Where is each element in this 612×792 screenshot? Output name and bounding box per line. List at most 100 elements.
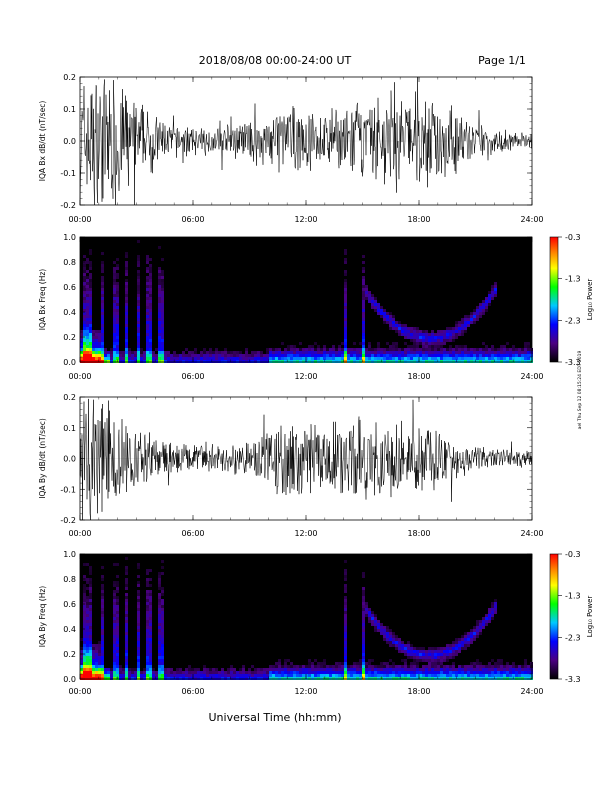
- spectrogram-cell: [374, 348, 377, 351]
- spectrogram-cell: [89, 599, 92, 602]
- spectrogram-cell: [530, 677, 533, 680]
- spectrogram-cell: [101, 312, 104, 315]
- spectrogram-cell: [170, 360, 173, 363]
- spectrogram-cell: [398, 665, 401, 668]
- spectrogram-cell: [470, 641, 473, 644]
- spectrogram-cell: [485, 351, 488, 354]
- spectrogram-cell: [494, 608, 497, 611]
- spectrogram-cell: [119, 357, 122, 360]
- spectrogram-cell: [449, 656, 452, 659]
- spectrogram-cell: [305, 665, 308, 668]
- spectrogram-cell: [86, 339, 89, 342]
- spectrogram-cell: [158, 674, 161, 677]
- spectrogram-cell: [158, 339, 161, 342]
- spectrogram-cell: [149, 351, 152, 354]
- spectrogram-cell: [161, 671, 164, 674]
- spectrogram-cell: [422, 671, 425, 674]
- spectrogram-cell: [431, 354, 434, 357]
- spectrogram-cell: [293, 345, 296, 348]
- spectrogram-cell: [275, 671, 278, 674]
- spectrogram-cell: [173, 674, 176, 677]
- spectrogram-cell: [221, 354, 224, 357]
- spectrogram-cell: [92, 342, 95, 345]
- spectrogram-cell: [476, 635, 479, 638]
- spectrogram-cell: [263, 677, 266, 680]
- spectrogram-cell: [161, 593, 164, 596]
- spectrogram-cell: [506, 665, 509, 668]
- y-tick-label: 0.1: [63, 424, 76, 433]
- spectrogram-cell: [212, 668, 215, 671]
- spectrogram-cell: [416, 665, 419, 668]
- spectrogram-cell: [404, 336, 407, 339]
- spectrogram-cell: [344, 641, 347, 644]
- spectrogram-cell: [125, 644, 128, 647]
- y-tick-label: 0.2: [63, 393, 76, 402]
- spectrogram-cell: [146, 653, 149, 656]
- spectrogram-cell: [524, 342, 527, 345]
- spectrogram-cell: [377, 303, 380, 306]
- spectrogram-cell: [425, 653, 428, 656]
- spectrogram-cell: [89, 641, 92, 644]
- spectrogram-cell: [440, 674, 443, 677]
- spectrogram-cell: [404, 674, 407, 677]
- spectrogram-cell: [401, 644, 404, 647]
- spectrogram-background: [80, 237, 532, 362]
- spectrogram-cell: [485, 360, 488, 363]
- spectrogram-cell: [146, 650, 149, 653]
- spectrogram-cell: [296, 665, 299, 668]
- spectrogram-cell: [161, 342, 164, 345]
- spectrogram-cell: [428, 351, 431, 354]
- spectrogram-cell: [371, 348, 374, 351]
- spectrogram-cell: [389, 674, 392, 677]
- spectrogram-cell: [218, 360, 221, 363]
- spectrogram-cell: [149, 596, 152, 599]
- spectrogram-cell: [149, 327, 152, 330]
- spectrogram-cell: [518, 357, 521, 360]
- spectrogram-cell: [413, 333, 416, 336]
- spectrogram-cell: [203, 357, 206, 360]
- spectrogram-cell: [191, 360, 194, 363]
- spectrogram-cell: [119, 360, 122, 363]
- spectrogram-cell: [503, 674, 506, 677]
- spectrogram-cell: [464, 330, 467, 333]
- spectrogram-cell: [524, 354, 527, 357]
- spectrogram-cell: [365, 291, 368, 294]
- spectrogram-cell: [92, 650, 95, 653]
- spectrogram-cell: [476, 623, 479, 626]
- spectrogram-cell: [101, 354, 104, 357]
- spectrogram-cell: [137, 240, 140, 243]
- spectrogram-cell: [323, 351, 326, 354]
- spectrogram-cell: [98, 659, 101, 662]
- spectrogram-cell: [458, 665, 461, 668]
- spectrogram-cell: [503, 671, 506, 674]
- spectrogram-cell: [452, 354, 455, 357]
- spectrogram-cell: [101, 608, 104, 611]
- spectrogram-cell: [494, 677, 497, 680]
- spectrogram-cell: [86, 261, 89, 264]
- spectrogram-cell: [248, 671, 251, 674]
- spectrogram-cell: [323, 665, 326, 668]
- spectrogram-cell: [422, 674, 425, 677]
- spectrogram-cell: [281, 360, 284, 363]
- spectrogram-cell: [113, 321, 116, 324]
- spectrogram-cell: [146, 261, 149, 264]
- spectrogram-cell: [401, 357, 404, 360]
- spectrogram-cell: [368, 671, 371, 674]
- spectrogram-cell: [329, 671, 332, 674]
- spectrogram-cell: [422, 668, 425, 671]
- spectrogram-cell: [431, 656, 434, 659]
- spectrogram-cell: [143, 674, 146, 677]
- spectrogram-cell: [125, 264, 128, 267]
- spectrogram-cell: [362, 255, 365, 258]
- spectrogram-cell: [473, 626, 476, 629]
- spectrogram-cell: [362, 294, 365, 297]
- spectrogram-cell: [137, 255, 140, 258]
- spectrogram-cell: [287, 354, 290, 357]
- spectrogram-cell: [224, 357, 227, 360]
- spectrogram-cell: [101, 324, 104, 327]
- spectrogram-cell: [137, 575, 140, 578]
- spectrogram-cell: [149, 309, 152, 312]
- spectrogram-cell: [302, 668, 305, 671]
- spectrogram-cell: [338, 671, 341, 674]
- spectrogram-cell: [440, 342, 443, 345]
